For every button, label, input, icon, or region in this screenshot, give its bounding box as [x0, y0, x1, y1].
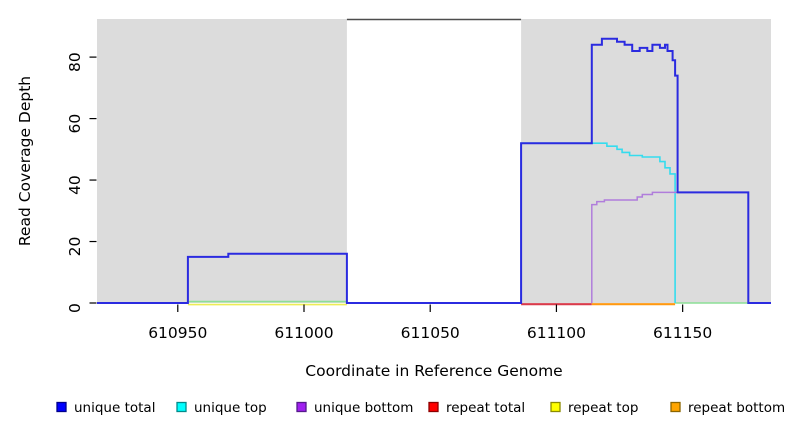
- legend-swatch-repeat-bottom: [670, 401, 681, 413]
- panel-layer: [97, 18, 771, 303]
- legend-item-unique-top: unique top: [176, 400, 267, 416]
- legend-label: unique total: [74, 400, 155, 416]
- y-axis-tick-label: 80: [66, 52, 84, 72]
- series-unique-top-line: [520, 142, 676, 303]
- legend-swatch-unique-bottom: [296, 401, 307, 413]
- legend-item-unique-total: unique total: [56, 400, 155, 416]
- x-axis-tick-label: 611050: [401, 324, 460, 342]
- x-axis-tick-label: 611100: [527, 324, 586, 342]
- x-axis-tick-label: 610950: [148, 324, 207, 342]
- x-axis-tick-label: 611000: [274, 324, 333, 342]
- x-axis-title: Coordinate in Reference Genome: [305, 362, 562, 380]
- highlight-region: [521, 19, 771, 303]
- legend-item-repeat-total: repeat total: [428, 400, 525, 416]
- legend-label: repeat total: [446, 400, 525, 416]
- legend-label: unique bottom: [314, 400, 413, 416]
- series-unique-bottom-line: [591, 191, 750, 303]
- legend-swatch-repeat-total: [428, 401, 439, 413]
- legend-item-repeat-top: repeat top: [550, 400, 638, 416]
- legend-swatch-unique-total: [56, 401, 67, 413]
- legend-item-unique-bottom: unique bottom: [296, 400, 413, 416]
- series-unique-total-line: [97, 37, 771, 304]
- y-axis-tick-label: 20: [66, 237, 84, 257]
- y-axis-tick-label: 0: [66, 303, 84, 313]
- axis-layer: 610950 611000 611050 611100 611150 0 20 40 60 80: [66, 52, 712, 342]
- series-layer: [97, 37, 771, 306]
- legend-item-repeat-bottom: repeat bottom: [670, 400, 785, 416]
- highlight-region: [97, 19, 347, 303]
- legend-label: repeat top: [568, 400, 638, 416]
- y-axis-title: Read Coverage Depth: [16, 76, 34, 246]
- y-axis-tick-label: 60: [66, 114, 84, 134]
- legend: unique total unique top unique bottom repea…: [56, 400, 785, 416]
- legend-swatch-repeat-top: [550, 401, 561, 413]
- legend-label: unique top: [194, 400, 267, 416]
- legend-swatch-unique-top: [176, 401, 187, 413]
- y-axis-tick-label: 40: [66, 175, 84, 195]
- legend-label: repeat bottom: [688, 400, 785, 416]
- x-axis-tick-label: 611150: [653, 324, 712, 342]
